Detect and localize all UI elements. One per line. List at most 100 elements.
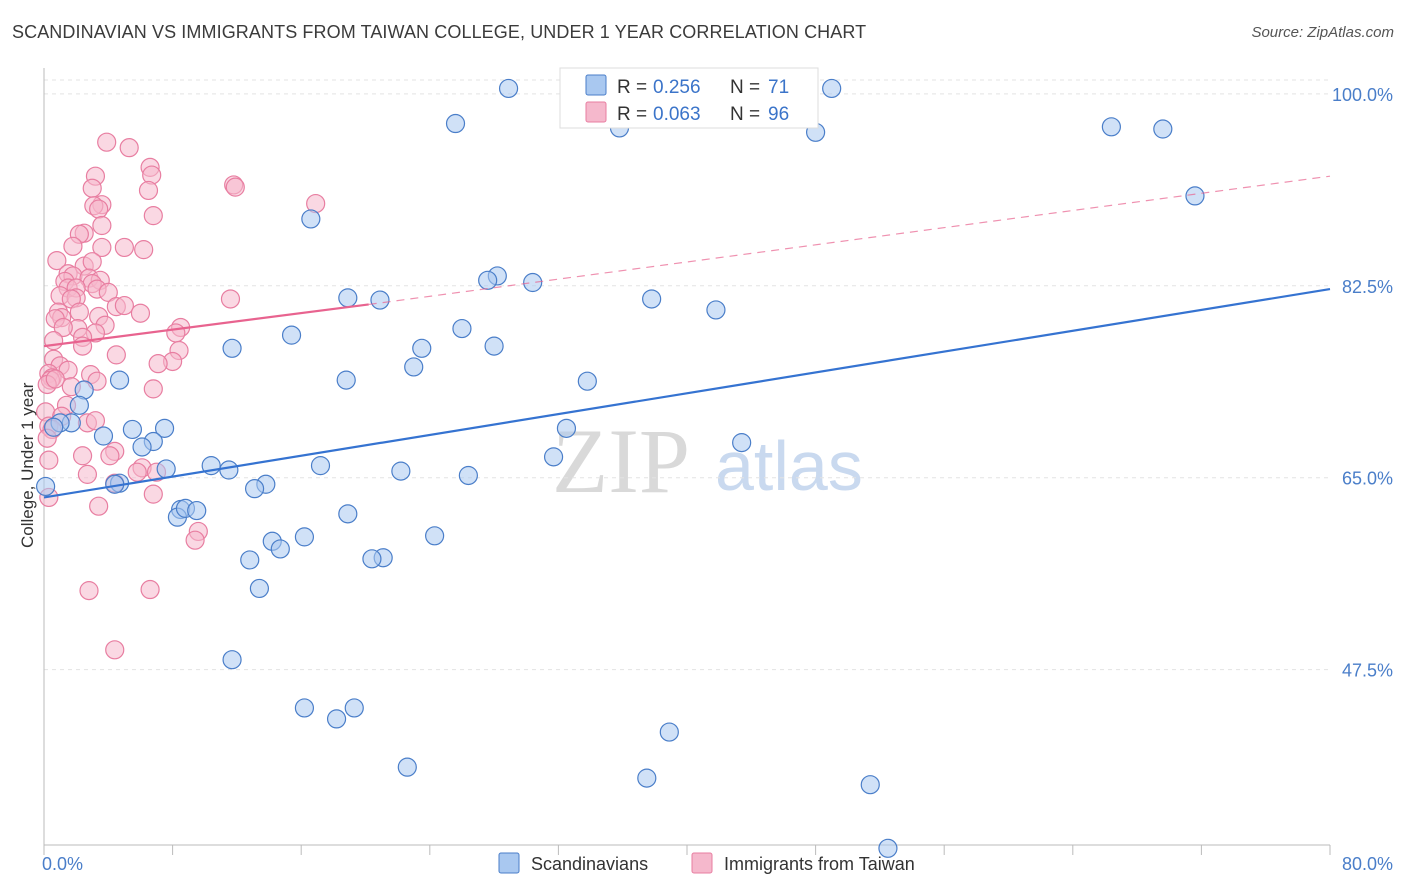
scandinavian-point [36, 476, 56, 497]
taiwan-point [92, 237, 112, 258]
scandinavian-point [338, 504, 358, 524]
taiwan-point [98, 282, 118, 302]
scandinavian-point [219, 460, 239, 480]
taiwan-point [39, 450, 59, 470]
taiwan-point [85, 411, 106, 431]
scandinavian-point [860, 775, 880, 795]
gridlines [44, 79, 1330, 671]
taiwan-point [106, 345, 126, 365]
taiwan-point [185, 530, 205, 550]
scandinavian-point [478, 270, 498, 290]
taiwan-point [89, 496, 109, 516]
scandinavian-point [44, 417, 64, 437]
scandinavian-point [452, 318, 472, 339]
scandinavian-point [412, 338, 432, 358]
taiwan-point [89, 199, 109, 219]
source-label: Source: ZipAtlas.com [1251, 24, 1394, 41]
legend-n-label: N = [730, 104, 760, 125]
scandinavian-point [425, 526, 445, 546]
y-tick-label: 82.5% [1342, 277, 1393, 297]
taiwan-trendline-extension [368, 175, 1331, 306]
scandinavian-point [326, 709, 347, 729]
taiwan-point [134, 240, 154, 260]
scandinavian-point [69, 395, 89, 415]
legend-r-label: R = [617, 104, 647, 125]
chart-title: SCANDINAVIAN VS IMMIGRANTS FROM TAIWAN C… [12, 22, 867, 42]
taiwan-point [119, 138, 139, 158]
taiwan-point [45, 369, 65, 389]
scandinavian-point [397, 757, 417, 777]
legend-n-value-pink: 96 [768, 104, 789, 125]
scandinavian-point [523, 272, 543, 293]
taiwan-point [72, 446, 93, 466]
x-tick-label: 80.0% [1342, 854, 1393, 874]
taiwan-point [143, 206, 163, 226]
scandinavian-point [249, 578, 270, 599]
y-tick-label: 47.5% [1342, 661, 1393, 681]
taiwan-point [79, 581, 99, 601]
taiwan-point [92, 215, 112, 236]
scandinavian-point [878, 838, 898, 858]
legend-swatch-blue [585, 74, 607, 96]
scandinavian-point [498, 78, 519, 99]
series-label-taiwan: Immigrants from Taiwan [724, 854, 915, 874]
scandinavian-point [1185, 186, 1205, 206]
trend-lines [43, 175, 1331, 499]
scandinavian-point [122, 419, 143, 440]
legend-r-value-blue: 0.256 [653, 77, 701, 98]
legend-r-value-pink: 0.063 [653, 104, 701, 125]
taiwan-point [105, 640, 125, 660]
series-swatch-taiwan [691, 852, 713, 874]
taiwan-point [82, 252, 102, 272]
taiwan-point [138, 180, 159, 201]
scandinavian-point [310, 456, 331, 476]
scandinavian-point [109, 370, 130, 390]
taiwan-point [140, 579, 160, 600]
scandinavian-point [642, 289, 662, 309]
taiwan-point [127, 462, 147, 482]
y-axis-label: College, Under 1 year [18, 382, 37, 548]
taiwan-point [148, 354, 168, 374]
y-tick-label: 100.0% [1332, 85, 1393, 105]
scandinavian-point [281, 325, 302, 345]
scandinavian-point [132, 437, 152, 457]
scandinavian-point [659, 722, 679, 742]
scandinavian-point [187, 500, 207, 521]
scandinavian-point [344, 698, 364, 718]
scandinavian-point [362, 549, 382, 569]
series-label-scandinavians: Scandinavians [531, 854, 648, 874]
scandinavian-point [244, 479, 265, 499]
scandinavian-point [391, 461, 411, 481]
series-legend: Scandinavians Immigrants from Taiwan [498, 852, 915, 874]
scandinavian-point [338, 288, 358, 308]
x-tick-labels: 0.0% 80.0% [42, 854, 1393, 874]
taiwan-point [97, 132, 117, 152]
scandinavian-point [484, 336, 504, 356]
scandinavian-point [637, 768, 657, 788]
scandinavian-trendline [43, 288, 1331, 499]
taiwan-point [69, 302, 89, 322]
taiwan-point [100, 446, 120, 466]
series-swatch-scandinavians [498, 852, 520, 874]
scandinavian-point [336, 370, 356, 390]
scandinavian-point [577, 371, 597, 391]
taiwan-point [220, 289, 241, 309]
taiwan-point [82, 178, 102, 198]
scandinavian-point [222, 650, 242, 670]
taiwan-trendline [43, 303, 369, 348]
scandinavian-point [458, 465, 478, 486]
taiwan-point [77, 464, 98, 484]
scandinavian-point [301, 209, 321, 229]
scandinavian-point [1153, 119, 1173, 139]
scandinavian-point [1101, 117, 1121, 137]
taiwan-point [53, 317, 73, 338]
scandinavian-point [732, 433, 752, 453]
scandinavian-point [294, 527, 315, 547]
taiwan-point [114, 237, 134, 258]
scandinavian-point [156, 459, 176, 479]
scandinavian-point [154, 418, 175, 438]
scandinavian-point [93, 426, 114, 446]
taiwan-point [143, 484, 163, 504]
taiwan-point [143, 379, 163, 399]
